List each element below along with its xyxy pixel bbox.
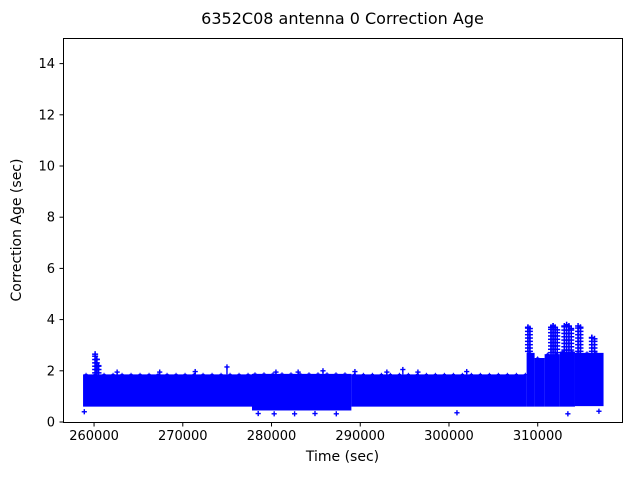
x-axis-label: Time (sec) xyxy=(305,449,380,465)
spike-train-markers xyxy=(92,321,598,376)
data-band-series xyxy=(83,350,604,411)
x-tick-label: 300000 xyxy=(424,429,474,444)
y-axis-label: Correction Age (sec) xyxy=(9,158,25,302)
y-tick-label: 4 xyxy=(47,313,55,328)
data-band xyxy=(351,374,527,407)
data-band xyxy=(544,354,560,407)
x-tick-label: 280000 xyxy=(247,429,297,444)
y-tick-label: 12 xyxy=(38,108,55,123)
data-band xyxy=(526,352,535,407)
data-band xyxy=(251,373,352,411)
x-tick-label: 290000 xyxy=(335,429,385,444)
data-band xyxy=(83,374,252,407)
x-axis-ticks: 260000 270000 280000 290000 300000 310000 xyxy=(69,422,563,444)
y-tick-label: 6 xyxy=(47,262,55,277)
x-tick-label: 260000 xyxy=(69,429,119,444)
x-tick-label: 270000 xyxy=(158,429,208,444)
y-tick-label: 8 xyxy=(47,211,55,226)
plot-border xyxy=(63,38,623,423)
data-band xyxy=(534,358,545,407)
chart-title: 6352C08 antenna 0 Correction Age xyxy=(201,9,484,28)
y-tick-label: 10 xyxy=(38,160,55,175)
y-tick-label: 0 xyxy=(47,416,55,431)
y-tick-label: 2 xyxy=(47,364,55,379)
data-band xyxy=(559,351,575,407)
outlier-markers xyxy=(81,364,602,417)
data-band xyxy=(574,352,604,407)
x-tick-label: 310000 xyxy=(513,429,563,444)
y-axis-ticks: 0 2 4 6 8 10 12 14 xyxy=(38,57,64,431)
y-tick-label: 14 xyxy=(38,57,55,72)
